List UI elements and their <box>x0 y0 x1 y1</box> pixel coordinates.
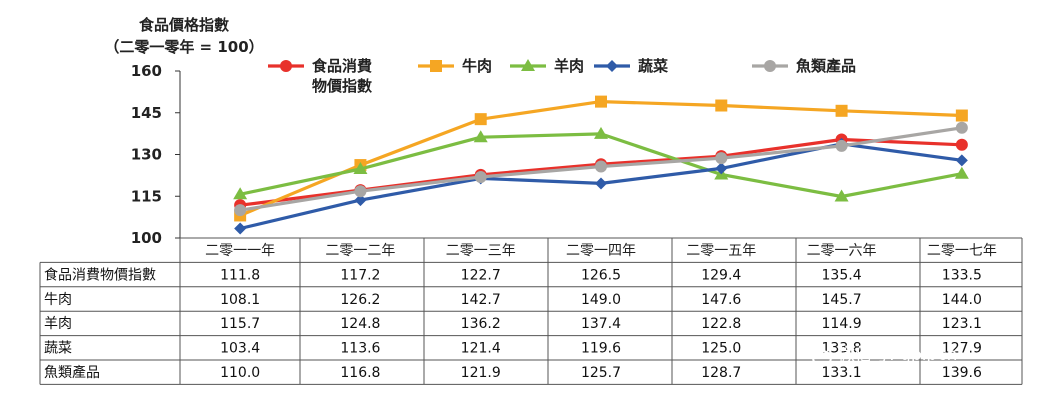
legend-label: 物價指數 <box>312 77 372 95</box>
series-point <box>354 194 367 207</box>
table-cell: 136.2 <box>461 316 501 332</box>
y-axis-title-line2: （二零一零年 = 100） <box>104 38 263 56</box>
table-cell: 122.7 <box>461 267 501 283</box>
y-tick-label: 130 <box>131 146 162 164</box>
legend-label: 蔬菜 <box>638 57 668 75</box>
y-axis: 100 115 130 145 160 <box>131 62 181 247</box>
table-cell: 133.5 <box>942 267 982 283</box>
x-category-label: 二零一一年 <box>205 243 275 259</box>
series-point <box>595 95 607 108</box>
x-category-label: 二零一五年 <box>686 243 756 259</box>
y-tick-label: 100 <box>131 229 162 247</box>
legend-marker <box>430 60 442 72</box>
table-cell: 115.7 <box>220 316 260 332</box>
y-tick-label: 115 <box>131 187 162 205</box>
series-point <box>474 171 487 184</box>
series-point <box>474 113 487 126</box>
table-cell: 137.4 <box>581 316 621 332</box>
legend-label: 食品消費 <box>312 57 372 75</box>
x-category-label: 二零一六年 <box>807 243 877 259</box>
series-point <box>835 104 848 117</box>
table-cell: 128.7 <box>701 365 741 381</box>
y-axis-title-line1: 食品價格指數 <box>139 16 229 34</box>
table-cell: 119.6 <box>581 341 621 357</box>
x-category-label: 二零一七年 <box>927 243 997 259</box>
watermark-text: 微信号: gplpcn <box>838 345 957 365</box>
series-point <box>955 109 968 122</box>
series-point <box>954 166 969 179</box>
x-category-label: 二零一三年 <box>446 243 516 259</box>
legend: 食品消費物價指數 牛肉 羊肉 蔬菜 魚類產品 <box>268 57 856 95</box>
series-point <box>955 154 968 167</box>
table-cell: 110.0 <box>220 365 260 381</box>
y-tick-label: 145 <box>131 104 162 122</box>
table-cell: 135.4 <box>822 267 862 283</box>
series-point <box>955 121 968 134</box>
series-point <box>234 204 247 217</box>
table-cell: 111.8 <box>220 267 260 283</box>
table-cell: 103.4 <box>220 341 260 357</box>
table-cell: 144.0 <box>942 292 982 308</box>
legend-label: 羊肉 <box>554 57 584 75</box>
x-category-label: 二零一二年 <box>325 243 395 259</box>
table-cell: 124.8 <box>340 316 380 332</box>
table-cell: 149.0 <box>581 292 621 308</box>
table-cell: 127.9 <box>942 341 982 357</box>
table-cell: 113.6 <box>340 341 380 357</box>
series-point <box>473 130 488 143</box>
legend-label: 魚類產品 <box>796 57 856 75</box>
series-point <box>715 152 728 165</box>
legend-marker <box>606 60 618 72</box>
legend-marker <box>280 60 292 72</box>
data-table: 二零一一年 二零一二年 二零一三年 二零一四年 二零一五年 二零一六年 二零一七年食品消費物… <box>39 237 1023 385</box>
table-cell: 126.2 <box>340 292 380 308</box>
table-row-header: 羊肉 <box>44 316 72 332</box>
table-cell: 122.8 <box>701 316 741 332</box>
table-cell: 133.1 <box>822 365 862 381</box>
table-cell: 147.6 <box>701 292 741 308</box>
legend-marker <box>521 59 535 71</box>
table-row-header: 魚類產品 <box>44 364 100 381</box>
series-point <box>595 177 607 190</box>
watermark: 微信号: gplpcn <box>798 338 957 366</box>
table-cell: 125.0 <box>701 341 741 357</box>
legend-label: 牛肉 <box>462 57 492 75</box>
table-row-header: 蔬菜 <box>44 341 72 357</box>
series-point <box>595 160 607 173</box>
x-category-label: 二零一四年 <box>566 243 636 259</box>
series-point <box>835 139 848 152</box>
table-cell: 126.5 <box>581 267 621 283</box>
table-cell: 117.2 <box>340 267 380 283</box>
table-cell: 123.1 <box>942 316 982 332</box>
plot-area <box>233 95 969 235</box>
table-cell: 133.8 <box>822 341 862 357</box>
series-point <box>234 222 247 235</box>
table-cell: 108.1 <box>220 292 260 308</box>
table-cell: 116.8 <box>340 365 380 381</box>
series-point <box>353 161 368 174</box>
table-cell: 142.7 <box>461 292 501 308</box>
table-row-header: 食品消費物價指數 <box>44 266 156 283</box>
series-point <box>354 185 367 198</box>
table-cell: 145.7 <box>822 292 862 308</box>
table-cell: 125.7 <box>581 365 621 381</box>
table-cell: 121.9 <box>461 365 501 381</box>
series-point <box>834 189 849 202</box>
wechat-icon <box>798 338 832 366</box>
table-cell: 139.6 <box>942 365 982 381</box>
series-point <box>955 138 968 151</box>
series-point <box>594 126 608 139</box>
series-point <box>233 187 248 200</box>
table-cell: 121.4 <box>461 341 501 357</box>
table-row-header: 牛肉 <box>44 292 72 308</box>
legend-marker <box>764 60 776 72</box>
series-point <box>715 99 728 112</box>
series-point <box>715 162 728 175</box>
y-tick-label: 160 <box>131 62 162 80</box>
table-cell: 129.4 <box>701 267 741 283</box>
table-cell: 114.9 <box>822 316 862 332</box>
